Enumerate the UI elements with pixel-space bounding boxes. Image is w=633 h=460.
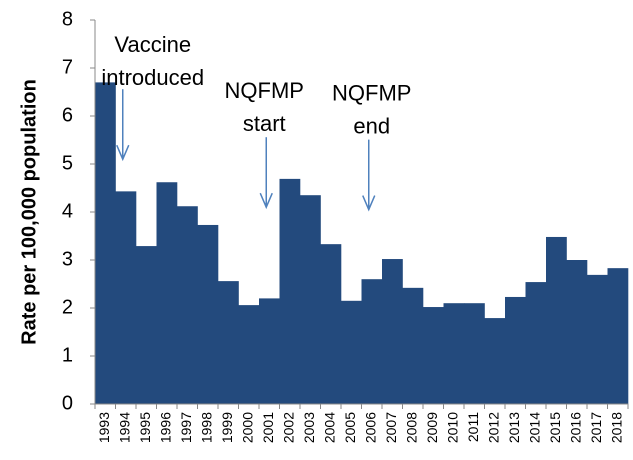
bar — [423, 307, 444, 404]
y-tick-label: 0 — [62, 392, 73, 414]
annotation-arrowhead — [116, 144, 130, 162]
x-tick-label: 2006 — [362, 412, 378, 443]
x-tick-label: 2017 — [588, 412, 604, 443]
annotation-text: Vaccine — [114, 32, 191, 57]
bar — [177, 206, 198, 404]
annotation-text: end — [353, 113, 390, 138]
y-axis-label: Rate per 100,000 population — [18, 79, 40, 345]
y-tick-label: 5 — [62, 152, 73, 174]
bar — [300, 195, 321, 404]
x-tick-label: 2014 — [526, 412, 542, 443]
bar — [607, 268, 629, 404]
bar — [238, 305, 260, 404]
x-tick-label: 2008 — [403, 412, 419, 443]
x-tick-label: 2002 — [280, 412, 296, 443]
x-tick-label: 1995 — [137, 412, 153, 443]
bar — [95, 82, 116, 405]
bar — [546, 236, 567, 404]
bar — [361, 279, 383, 404]
bar — [156, 182, 178, 404]
x-tick-label: 2012 — [485, 412, 501, 443]
bar — [279, 178, 301, 404]
bar — [218, 281, 239, 404]
bar — [505, 296, 526, 404]
x-tick-label: 1993 — [96, 412, 112, 443]
y-tick-label: 2 — [62, 296, 73, 318]
y-tick-label: 4 — [62, 200, 73, 222]
x-tick-label: 2000 — [239, 412, 255, 443]
annotation-text: NQFMP — [225, 78, 304, 103]
y-tick-label: 7 — [62, 56, 73, 78]
bar — [587, 274, 608, 404]
x-tick-label: 1997 — [178, 412, 194, 443]
bar — [136, 246, 157, 404]
x-tick-label: 2016 — [567, 412, 583, 443]
bar — [464, 303, 485, 404]
bar — [341, 300, 362, 404]
bar — [566, 260, 588, 404]
annotation-text: NQFMP — [332, 80, 411, 105]
y-tick-label: 3 — [62, 248, 73, 270]
x-tick-label: 2015 — [547, 412, 563, 443]
bar — [197, 224, 219, 404]
y-tick-label: 6 — [62, 104, 73, 126]
x-tick-label: 2007 — [383, 412, 399, 443]
annotation-text: start — [243, 111, 286, 136]
x-tick-label: 2013 — [506, 412, 522, 443]
bar — [484, 318, 506, 404]
bar — [443, 303, 465, 404]
x-tick-label: 2010 — [444, 412, 460, 443]
x-tick-label: 1998 — [198, 412, 214, 443]
x-tick-label: 2004 — [321, 412, 337, 443]
y-tick-label: 8 — [62, 8, 73, 30]
y-tick-label: 1 — [62, 344, 73, 366]
x-tick-label: 2003 — [301, 412, 317, 443]
bar — [115, 191, 137, 404]
bar — [402, 287, 424, 404]
annotation-arrowhead — [259, 192, 273, 210]
x-tick-label: 1994 — [116, 412, 132, 443]
annotation-arrowhead — [362, 195, 376, 212]
x-tick-label: 2018 — [608, 412, 624, 443]
bar — [525, 282, 547, 404]
annotation-text: introduced — [101, 65, 204, 90]
bar — [382, 259, 403, 404]
x-tick-label: 2001 — [260, 412, 276, 443]
x-tick-label: 2009 — [424, 412, 440, 443]
bar — [259, 298, 280, 404]
x-tick-label: 2005 — [342, 412, 358, 443]
x-tick-label: 1999 — [219, 412, 235, 443]
x-tick-label: 1996 — [157, 412, 173, 443]
x-tick-label: 2011 — [465, 412, 481, 442]
bar — [320, 244, 342, 404]
